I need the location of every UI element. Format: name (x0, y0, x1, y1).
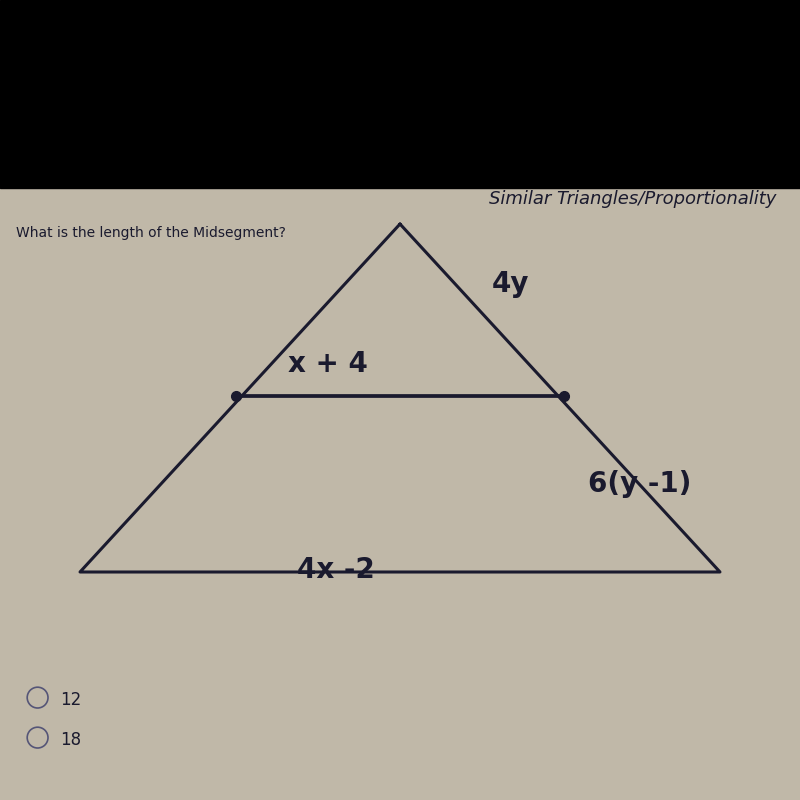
Text: 12: 12 (60, 691, 82, 709)
Text: x + 4: x + 4 (288, 350, 368, 378)
Text: 4y: 4y (492, 270, 530, 298)
Text: What is the length of the Midsegment?: What is the length of the Midsegment? (16, 226, 286, 240)
Text: 18: 18 (60, 731, 81, 749)
Bar (0, 0, 800, 188)
Text: 4x -2: 4x -2 (297, 556, 375, 584)
Text: Similar Triangles/Proportionality: Similar Triangles/Proportionality (489, 190, 776, 208)
Text: 6(y -1): 6(y -1) (588, 470, 691, 498)
